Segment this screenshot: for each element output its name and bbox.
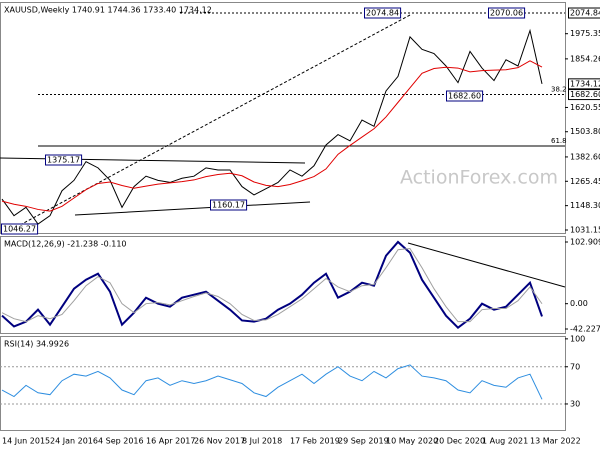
- rsi-panel: [0, 336, 566, 431]
- y-tick-label: 102.909: [570, 237, 600, 246]
- price-mark-label: 2074.84: [570, 9, 600, 18]
- panel-title: XAUUSD,Weekly 1740.91 1744.36 1733.40 17…: [4, 6, 212, 15]
- annotation: 1375.17: [47, 156, 80, 165]
- panel-title: MACD(12,26,9) -21.238 -0.110: [4, 240, 127, 249]
- label-box: [568, 89, 600, 101]
- label-box: [210, 199, 248, 211]
- y-tick-label: 1148.30: [570, 201, 600, 210]
- x-tick-label: 29 Sep 2019: [338, 437, 389, 446]
- y-tick-label: 1975.35: [570, 29, 600, 38]
- x-tick-label: 4 Sep 2016: [98, 437, 144, 446]
- price-mark-label: 1682.60: [570, 90, 600, 99]
- series-line: [1, 60, 543, 212]
- x-tick-label: 17 Feb 2019: [290, 437, 340, 446]
- x-tick-label: 1 Aug 2021: [482, 437, 528, 446]
- x-tick-label: 14 Jun 2015: [2, 437, 50, 446]
- label-box: [568, 7, 600, 19]
- watermark: ActionForex.com: [400, 167, 558, 189]
- main-panel: [0, 2, 566, 234]
- annotation: 1160.17: [212, 201, 245, 210]
- annotation: 2074.84: [366, 9, 399, 18]
- y-tick-label: 1854.26: [570, 54, 600, 63]
- y-tick-label: 1265.45: [570, 177, 600, 186]
- triangle-lower: [74, 201, 311, 216]
- x-tick-label: 20 Dec 2020: [434, 437, 485, 446]
- y-tick-label: 0.00: [570, 299, 588, 308]
- x-tick-label: 16 Apr 2017: [146, 437, 195, 446]
- label-box: [568, 78, 600, 90]
- label-box: [364, 7, 402, 19]
- macd-panel: [0, 236, 566, 334]
- x-tick-label: 26 Nov 2017: [194, 437, 245, 446]
- macd-trend-line: [407, 242, 566, 288]
- y-tick-label: 100: [570, 334, 585, 343]
- label-box: [488, 7, 526, 19]
- series-line: [1, 28, 543, 225]
- series-line: [1, 248, 543, 323]
- x-tick-label: 10 May 2020: [386, 437, 438, 446]
- fib-label: 61.8: [551, 137, 567, 145]
- y-tick-label: 1503.80: [570, 127, 600, 136]
- y-tick-label: 30: [570, 399, 580, 408]
- annotation: 1682.60: [448, 92, 481, 101]
- x-tick-label: 8 Jul 2018: [242, 437, 282, 446]
- annotation: 1046.27: [3, 225, 36, 234]
- trend-line: [19, 14, 411, 226]
- y-tick-label: 1382.60: [570, 152, 600, 161]
- label-box: [446, 90, 484, 102]
- series-line: [1, 364, 543, 400]
- y-tick-label: 1620.55: [570, 103, 600, 112]
- panel-title: RSI(14) 34.9926: [4, 340, 69, 349]
- y-tick-label: -42.227: [570, 324, 600, 333]
- fib-label: 38.2: [551, 86, 567, 94]
- price-mark-label: 1734.12: [570, 79, 600, 88]
- label-box: [45, 154, 83, 166]
- x-tick-label: 13 Mar 2022: [530, 437, 581, 446]
- y-tick-label: 1031.15: [570, 225, 600, 234]
- y-tick-label: 70: [570, 362, 580, 371]
- x-tick-label: 24 Jan 2016: [50, 437, 98, 446]
- label-box: [1, 223, 39, 235]
- annotation: 2070.06: [490, 9, 523, 18]
- series-line: [1, 240, 543, 329]
